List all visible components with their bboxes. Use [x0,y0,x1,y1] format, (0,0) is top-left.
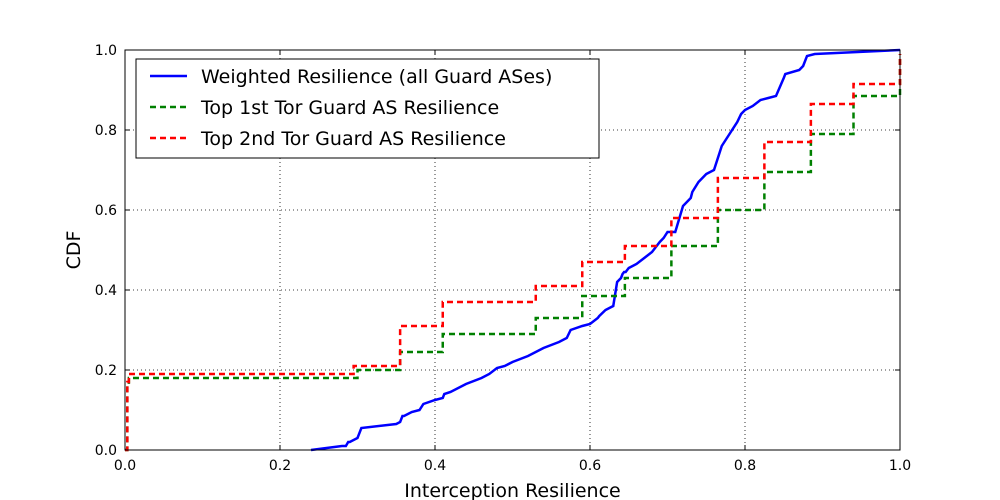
series-line-1 [310,48,901,452]
y-tick-label: 0.6 [95,203,117,219]
y-tick-label: 0.0 [95,443,117,459]
x-tick-label: 0.6 [579,458,601,474]
y-tick-label: 0.4 [95,283,117,299]
x-tick-label: 0.4 [424,458,446,474]
x-tick-label: 1.0 [889,458,911,474]
legend-box [135,58,600,159]
x-tick-label: 0.2 [269,458,291,474]
series-line-3 [125,54,902,452]
legend-label-3: Top 2nd Tor Guard AS Resilience [200,128,506,150]
y-tick-label: 0.2 [95,363,117,379]
legend-label-2: Top 1st Tor Guard AS Resilience [200,97,499,119]
grid [125,50,900,450]
legend-entries: Weighted Resilience (all Guard ASes) Top … [150,66,552,150]
legend-label-1: Weighted Resilience (all Guard ASes) [201,66,552,88]
y-tick-label: 1.0 [95,43,117,59]
x-tick-label: 0.8 [734,458,756,474]
series-line-2 [125,54,902,452]
x-axis-label: Interception Resilience [404,480,620,500]
ticks: 0.0 0.2 0.4 0.6 0.8 1.0 0.0 0.2 0.4 0.6 0.8 1.0 [95,43,911,474]
x-tick-label: 0.0 [114,458,136,474]
plot-frame [124,49,901,451]
legend: Weighted Resilience (all Guard ASes) Top … [135,58,600,159]
series-layer [125,48,902,452]
y-axis-label: CDF [63,231,85,270]
y-tick-label: 0.8 [95,123,117,139]
